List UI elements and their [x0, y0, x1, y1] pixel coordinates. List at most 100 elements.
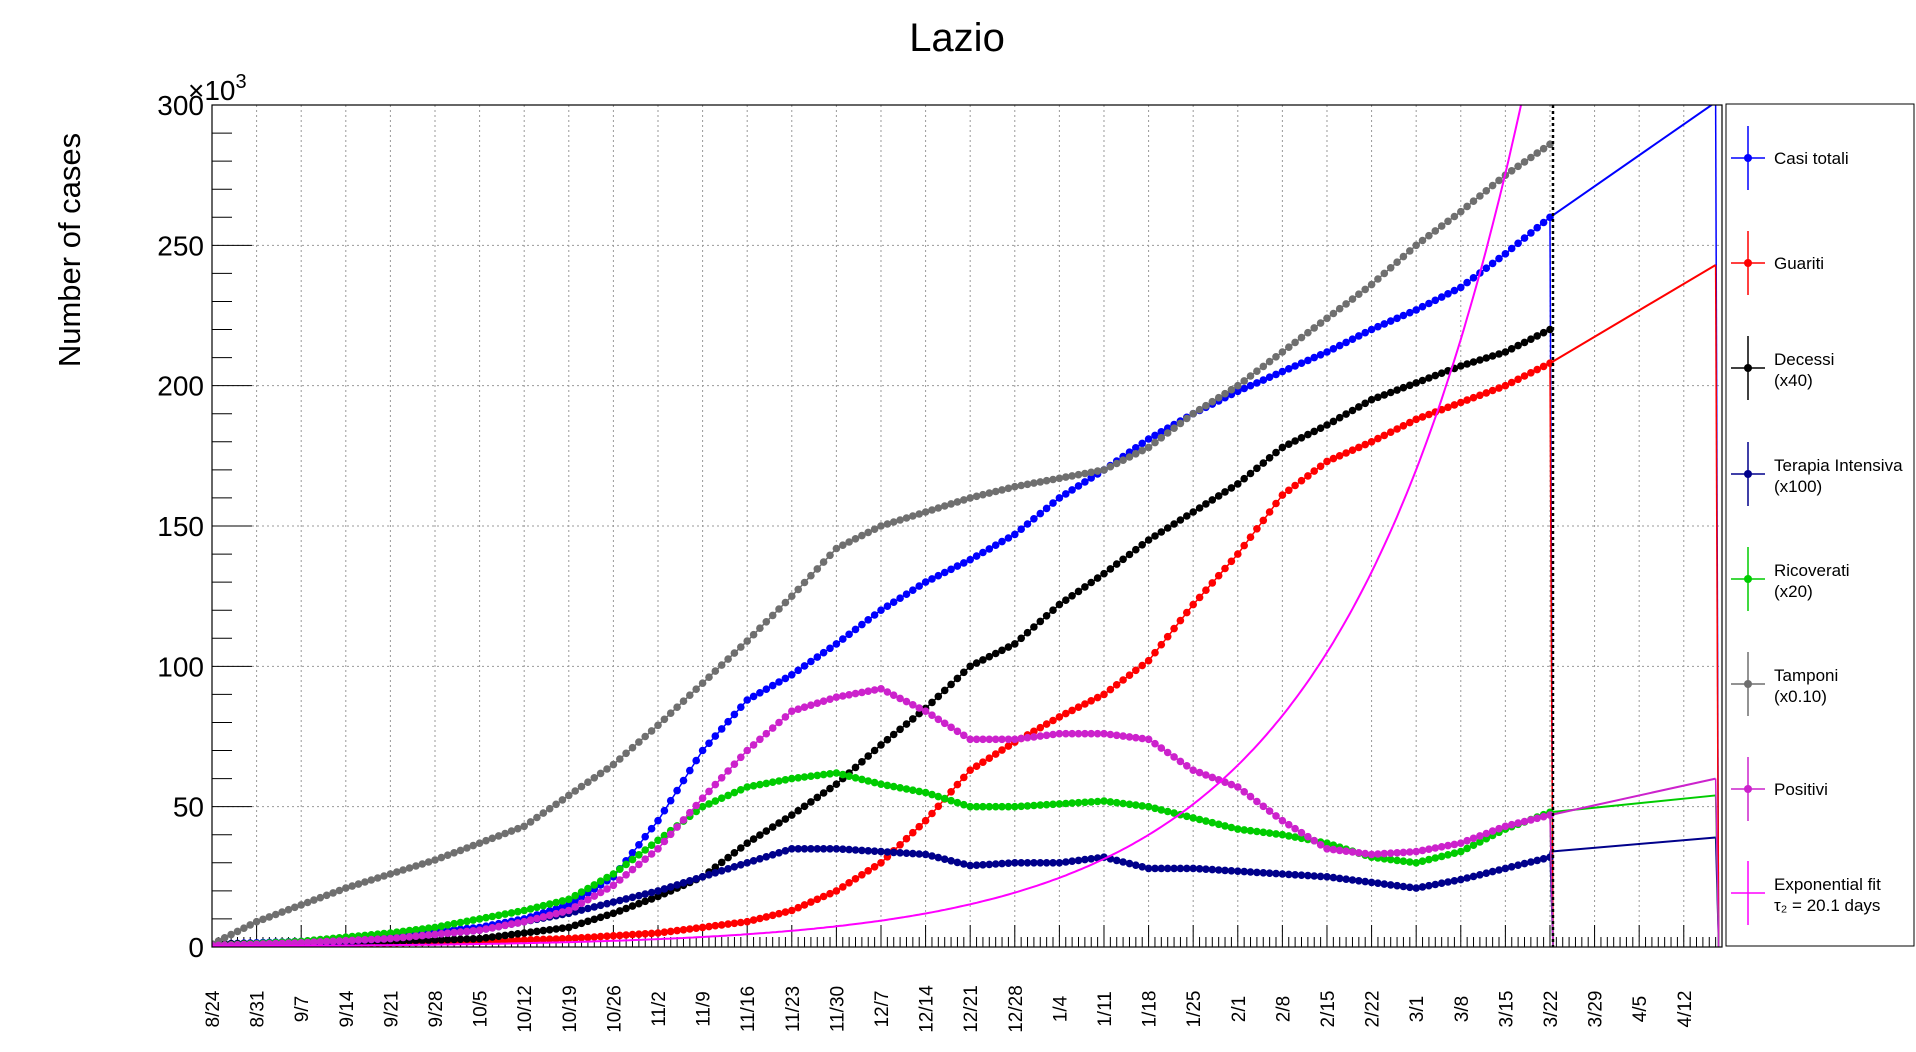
data-point-positivi	[558, 908, 567, 916]
data-point-casi-totali	[1539, 218, 1548, 227]
data-point-casi-totali	[1240, 384, 1248, 393]
data-point-terapia-intensiva	[1323, 873, 1331, 881]
data-point-positivi	[1393, 849, 1401, 857]
data-point-casi-totali	[1316, 351, 1325, 359]
data-point-casi-totali	[889, 598, 898, 606]
data-point-positivi	[1355, 849, 1363, 857]
data-point-tamponi	[412, 862, 420, 870]
legend-item-positivi: Positivi	[1731, 757, 1828, 821]
x-tick-label: 12/21	[961, 985, 982, 1033]
data-point-decessi	[743, 839, 751, 847]
data-point-casi-totali	[934, 571, 943, 580]
data-point-guariti	[679, 926, 688, 934]
data-point-terapia-intensiva	[1042, 859, 1051, 867]
data-point-guariti	[571, 934, 579, 942]
data-point-decessi	[902, 720, 911, 728]
data-point-terapia-intensiva	[966, 861, 974, 870]
data-point-casi-totali	[1406, 308, 1414, 317]
data-point-tamponi	[1011, 482, 1019, 491]
data-point-guariti	[1062, 709, 1070, 718]
data-point-ricoverati	[456, 918, 465, 927]
x-tick-label: 3/22	[1541, 991, 1562, 1028]
data-point-terapia-intensiva	[1342, 875, 1350, 883]
data-point-terapia-intensiva	[1221, 866, 1229, 875]
data-point-positivi	[845, 691, 853, 699]
data-point-terapia-intensiva	[781, 847, 790, 855]
data-point-terapia-intensiva	[813, 845, 822, 853]
data-point-tamponi	[291, 903, 299, 912]
data-point-positivi	[1106, 730, 1115, 739]
data-point-positivi	[800, 703, 809, 711]
data-point-decessi	[1011, 640, 1019, 648]
data-point-guariti	[1100, 690, 1108, 699]
data-point-terapia-intensiva	[896, 849, 904, 857]
data-point-terapia-intensiva	[717, 867, 726, 875]
legend-item-casi-totali: Casi totali	[1731, 126, 1849, 190]
data-point-decessi	[1112, 560, 1121, 568]
data-point-tamponi	[482, 836, 490, 845]
data-point-guariti	[1310, 467, 1318, 475]
data-point-tamponi	[781, 598, 790, 607]
data-point-tamponi	[1457, 207, 1465, 216]
data-point-tamponi	[284, 905, 293, 914]
data-point-positivi	[1202, 771, 1210, 779]
data-point-tamponi	[998, 486, 1006, 494]
data-point-ricoverati	[1100, 797, 1108, 805]
data-point-positivi	[1367, 850, 1376, 859]
data-point-ricoverati	[1380, 855, 1389, 863]
data-point-tamponi	[265, 913, 274, 921]
data-point-terapia-intensiva	[768, 851, 777, 859]
data-point-casi-totali	[571, 897, 579, 905]
data-point-guariti	[660, 928, 669, 936]
data-point-positivi	[361, 936, 369, 944]
data-point-decessi	[1093, 574, 1102, 582]
data-point-tamponi	[889, 518, 898, 526]
data-point-decessi	[1157, 528, 1166, 536]
data-point-ricoverati	[902, 785, 911, 793]
data-point-positivi	[1119, 732, 1127, 740]
data-point-decessi	[1100, 569, 1108, 578]
data-point-tamponi	[819, 558, 828, 566]
data-point-tamponi	[1170, 424, 1178, 433]
data-point-tamponi	[1030, 479, 1038, 487]
data-point-positivi	[756, 735, 764, 744]
data-point-guariti	[666, 927, 675, 936]
data-point-guariti	[603, 932, 611, 940]
data-point-ricoverati	[1278, 830, 1287, 839]
data-point-decessi	[456, 935, 465, 943]
data-point-terapia-intensiva	[832, 845, 841, 853]
data-point-guariti	[902, 834, 911, 843]
legend-item-guariti: Guariti	[1731, 231, 1824, 295]
x-tick-label: 10/5	[471, 991, 492, 1028]
data-point-positivi	[1386, 849, 1395, 857]
data-point-guariti	[1074, 703, 1083, 711]
data-point-decessi	[635, 899, 643, 908]
data-point-tamponi	[431, 856, 439, 864]
data-point-tamponi	[737, 643, 745, 651]
data-point-terapia-intensiva	[1361, 877, 1369, 886]
data-point-casi-totali	[1023, 520, 1032, 528]
data-point-positivi	[603, 885, 611, 893]
data-point-positivi	[998, 735, 1006, 744]
data-point-casi-totali	[794, 666, 802, 675]
data-point-casi-totali	[1278, 367, 1287, 376]
data-point-casi-totali	[966, 555, 974, 564]
data-point-ricoverati	[851, 774, 860, 782]
data-point-decessi	[1272, 448, 1280, 457]
data-point-ricoverati	[552, 898, 560, 907]
data-point-positivi	[877, 685, 885, 693]
data-point-tamponi	[1342, 300, 1350, 308]
data-point-positivi	[488, 924, 497, 932]
data-point-guariti	[807, 898, 815, 906]
data-point-terapia-intensiva	[1170, 864, 1178, 873]
data-point-casi-totali	[909, 586, 917, 594]
data-point-terapia-intensiva	[1272, 869, 1280, 878]
data-point-decessi	[1412, 379, 1420, 387]
data-point-guariti	[991, 750, 1000, 758]
data-point-decessi	[1221, 488, 1229, 496]
y-axis-multiplier: ×103	[188, 71, 247, 106]
data-point-casi-totali	[1342, 338, 1350, 347]
data-point-ricoverati	[1062, 799, 1070, 808]
data-point-decessi	[1431, 371, 1440, 380]
data-point-casi-totali	[1234, 387, 1242, 396]
